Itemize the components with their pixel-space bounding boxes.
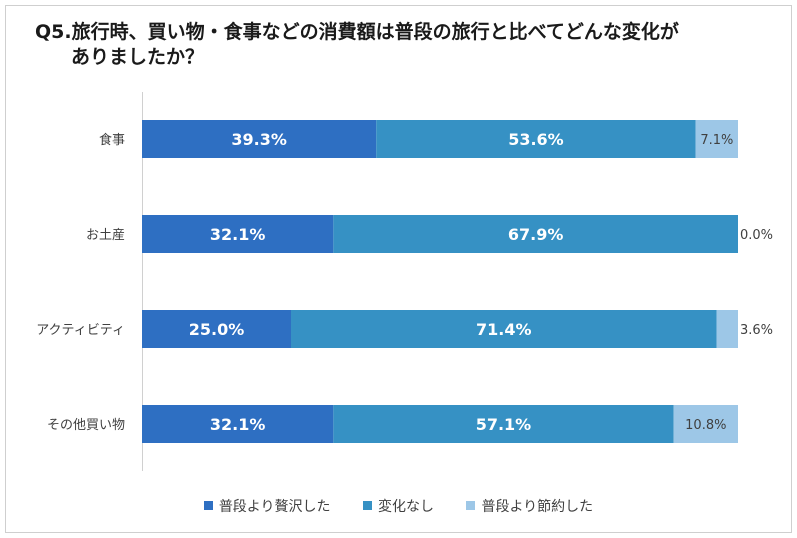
data-label: 32.1% <box>210 415 266 434</box>
data-label: 0.0% <box>740 228 773 243</box>
data-label: 32.1% <box>210 225 266 244</box>
bar-segment <box>376 120 696 158</box>
bar-segment <box>142 405 334 443</box>
data-label: 71.4% <box>476 320 532 339</box>
legend-item-series-3: 普段より節約した <box>466 496 593 516</box>
data-label: 10.8% <box>685 418 726 433</box>
legend-item-series-2: 変化なし <box>363 496 434 516</box>
bar-segment <box>673 405 738 443</box>
legend-label-series-2: 変化なし <box>378 499 434 515</box>
chart-title-line-2: ありましたか？ <box>71 46 205 68</box>
bar-segment <box>695 120 738 158</box>
bar-segment <box>142 215 334 253</box>
bar-segment <box>142 310 291 348</box>
bar-segment <box>333 215 738 253</box>
category-label: その他買い物 <box>47 418 125 433</box>
data-label: 39.3% <box>231 130 287 149</box>
legend-swatch-series-1 <box>203 500 213 510</box>
category-label: アクティビティ <box>36 323 125 338</box>
bar-segment <box>142 120 377 158</box>
bar-segment <box>291 310 717 348</box>
legend-swatch-series-3 <box>466 500 476 510</box>
legend-label-series-1: 普段より贅沢した <box>218 499 331 515</box>
data-label: 3.6% <box>740 323 773 338</box>
legend-label-series-3: 普段より節約した <box>481 499 594 515</box>
data-label: 7.1% <box>700 133 733 148</box>
chart-title: Q5.旅行時、買い物・食事などの消費額は普段の旅行と比べてどんな変化が ありまし… <box>35 20 755 70</box>
chart-frame <box>5 5 792 533</box>
legend-item-series-1: 普段より贅沢した <box>203 496 331 516</box>
bar-segment <box>333 405 674 443</box>
chart-title-line-1: Q5.旅行時、買い物・食事などの消費額は普段の旅行と比べてどんな変化が <box>35 21 679 43</box>
data-label: 53.6% <box>508 130 564 149</box>
data-label: 67.9% <box>508 225 564 244</box>
bar-segment <box>716 310 738 348</box>
data-label: 57.1% <box>476 415 532 434</box>
category-label: 食事 <box>99 132 125 148</box>
chart-legend: 普段より贅沢した 変化なし 普段より節約した <box>0 496 797 516</box>
data-label: 25.0% <box>189 320 245 339</box>
category-label: お土産 <box>86 227 125 243</box>
legend-swatch-series-2 <box>363 500 372 510</box>
